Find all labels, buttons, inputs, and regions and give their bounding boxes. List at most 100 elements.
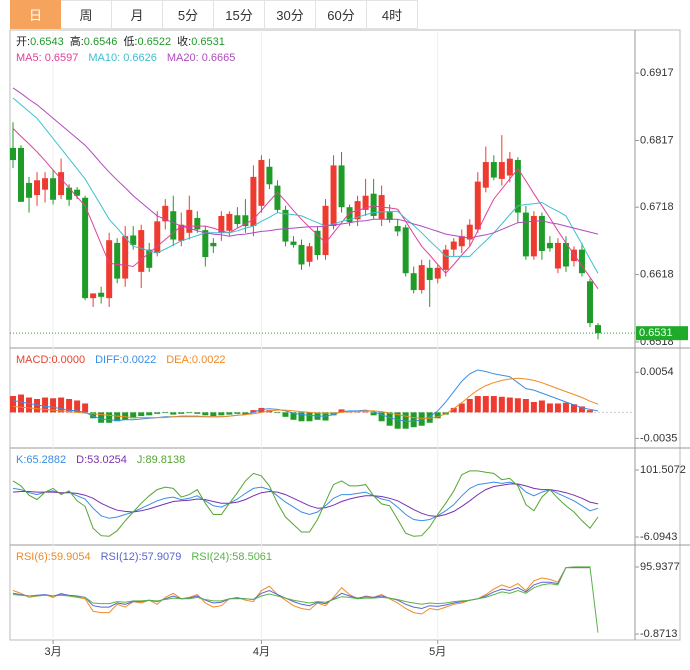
candle-body [434, 267, 441, 279]
macd-bar [370, 412, 377, 416]
macd-bar [546, 403, 553, 413]
candle-body [562, 242, 569, 267]
indicator-line [12, 566, 599, 633]
period-tab[interactable]: 4时 [367, 0, 418, 29]
ohlc-value: 0.6522 [138, 36, 172, 48]
candle-body [338, 165, 345, 208]
macd-bar [378, 412, 385, 422]
candle-body [554, 242, 561, 269]
legend-entry: J:89.8138 [137, 454, 185, 466]
period-tab[interactable]: 5分 [163, 0, 214, 29]
macd-bar [10, 396, 16, 413]
candle-body [178, 224, 185, 241]
candle-body [210, 242, 217, 247]
indicator-line [12, 481, 599, 522]
indicator-line [12, 483, 599, 517]
legend-entry: MA20: 0.6665 [167, 52, 236, 64]
macd-bar [274, 412, 281, 414]
candle-body [154, 221, 161, 254]
macd-bar [178, 412, 185, 414]
candle-body [106, 240, 113, 299]
macd-bar [450, 407, 457, 413]
candle-body [498, 162, 505, 179]
macd-bar [194, 412, 201, 414]
period-tab[interactable]: 月 [112, 0, 163, 29]
candle-body [130, 235, 137, 245]
ohlc-value: 0.6546 [84, 36, 118, 48]
candle-body [418, 265, 425, 291]
macd-bar [530, 401, 537, 413]
candle-body [394, 226, 401, 232]
candle-body [570, 249, 577, 262]
macd-bar [466, 399, 473, 413]
candle-body [202, 230, 209, 258]
candle-body [490, 162, 497, 178]
macd-bar [186, 412, 193, 414]
y-tick-label: 0.6817 [640, 134, 674, 146]
candle-body [138, 230, 145, 272]
last-price-box [636, 326, 688, 341]
candle-body [226, 213, 233, 231]
macd-bar [554, 403, 561, 413]
candle-body [146, 249, 153, 268]
macd-bar [146, 412, 153, 416]
ohlc-label: 高: [70, 34, 84, 48]
macd-bar [226, 412, 233, 415]
candle-body [122, 236, 129, 279]
macd-bar [362, 411, 369, 413]
period-tab[interactable]: 30分 [265, 0, 316, 29]
period-tab[interactable]: 15分 [214, 0, 265, 29]
macd-bar [58, 397, 65, 413]
macd-bar [242, 412, 249, 415]
macd-bar [218, 412, 225, 416]
candle-body [10, 147, 16, 161]
macd-bar [522, 399, 529, 413]
macd-bar [306, 412, 313, 422]
macd-bar [258, 407, 265, 413]
period-tab[interactable]: 周 [61, 0, 112, 29]
candle-body [386, 211, 393, 220]
macd-bar [90, 412, 97, 419]
macd-bar [338, 409, 345, 413]
macd-bar [426, 412, 433, 423]
candle-body [442, 249, 449, 270]
macd-bar [282, 412, 289, 417]
macd-bar [482, 396, 489, 413]
period-tab[interactable]: 日 [10, 0, 61, 29]
candle-body [42, 178, 49, 190]
macd-bar [418, 412, 425, 426]
macd-bar [66, 399, 73, 413]
legend-entry: RSI(6):59.9054 [16, 551, 91, 563]
y-tick-label: -0.0035 [640, 432, 677, 444]
candle-body [410, 273, 417, 291]
macd-bar [474, 396, 481, 413]
macd-bar [506, 397, 513, 413]
macd-bar [162, 412, 169, 414]
legend-entry: MA10: 0.6626 [88, 52, 157, 64]
macd-bar [298, 412, 305, 422]
candle-body [546, 242, 553, 249]
candle-body [282, 209, 289, 242]
macd-bar [122, 412, 129, 420]
candle-body [370, 193, 377, 216]
period-tab[interactable]: 60分 [316, 0, 367, 29]
candle-body [234, 215, 241, 225]
legend-entry: RSI(24):58.5061 [191, 551, 272, 563]
y-tick-label: -0.8713 [640, 628, 677, 640]
indicator-line [12, 128, 599, 289]
candle-body [402, 227, 409, 274]
macd-bar [562, 402, 569, 413]
last-price-label: 0.6531 [639, 327, 673, 339]
candle-body [50, 178, 57, 200]
macd-bar [402, 412, 409, 429]
candle-body [458, 236, 465, 247]
macd-bar [410, 412, 417, 428]
macd-bar [386, 412, 393, 426]
ohlc-label: 收: [177, 34, 191, 48]
candle-body [506, 158, 513, 176]
candle-body [274, 185, 281, 210]
candle-body [242, 215, 249, 227]
macd-bar [290, 412, 297, 420]
